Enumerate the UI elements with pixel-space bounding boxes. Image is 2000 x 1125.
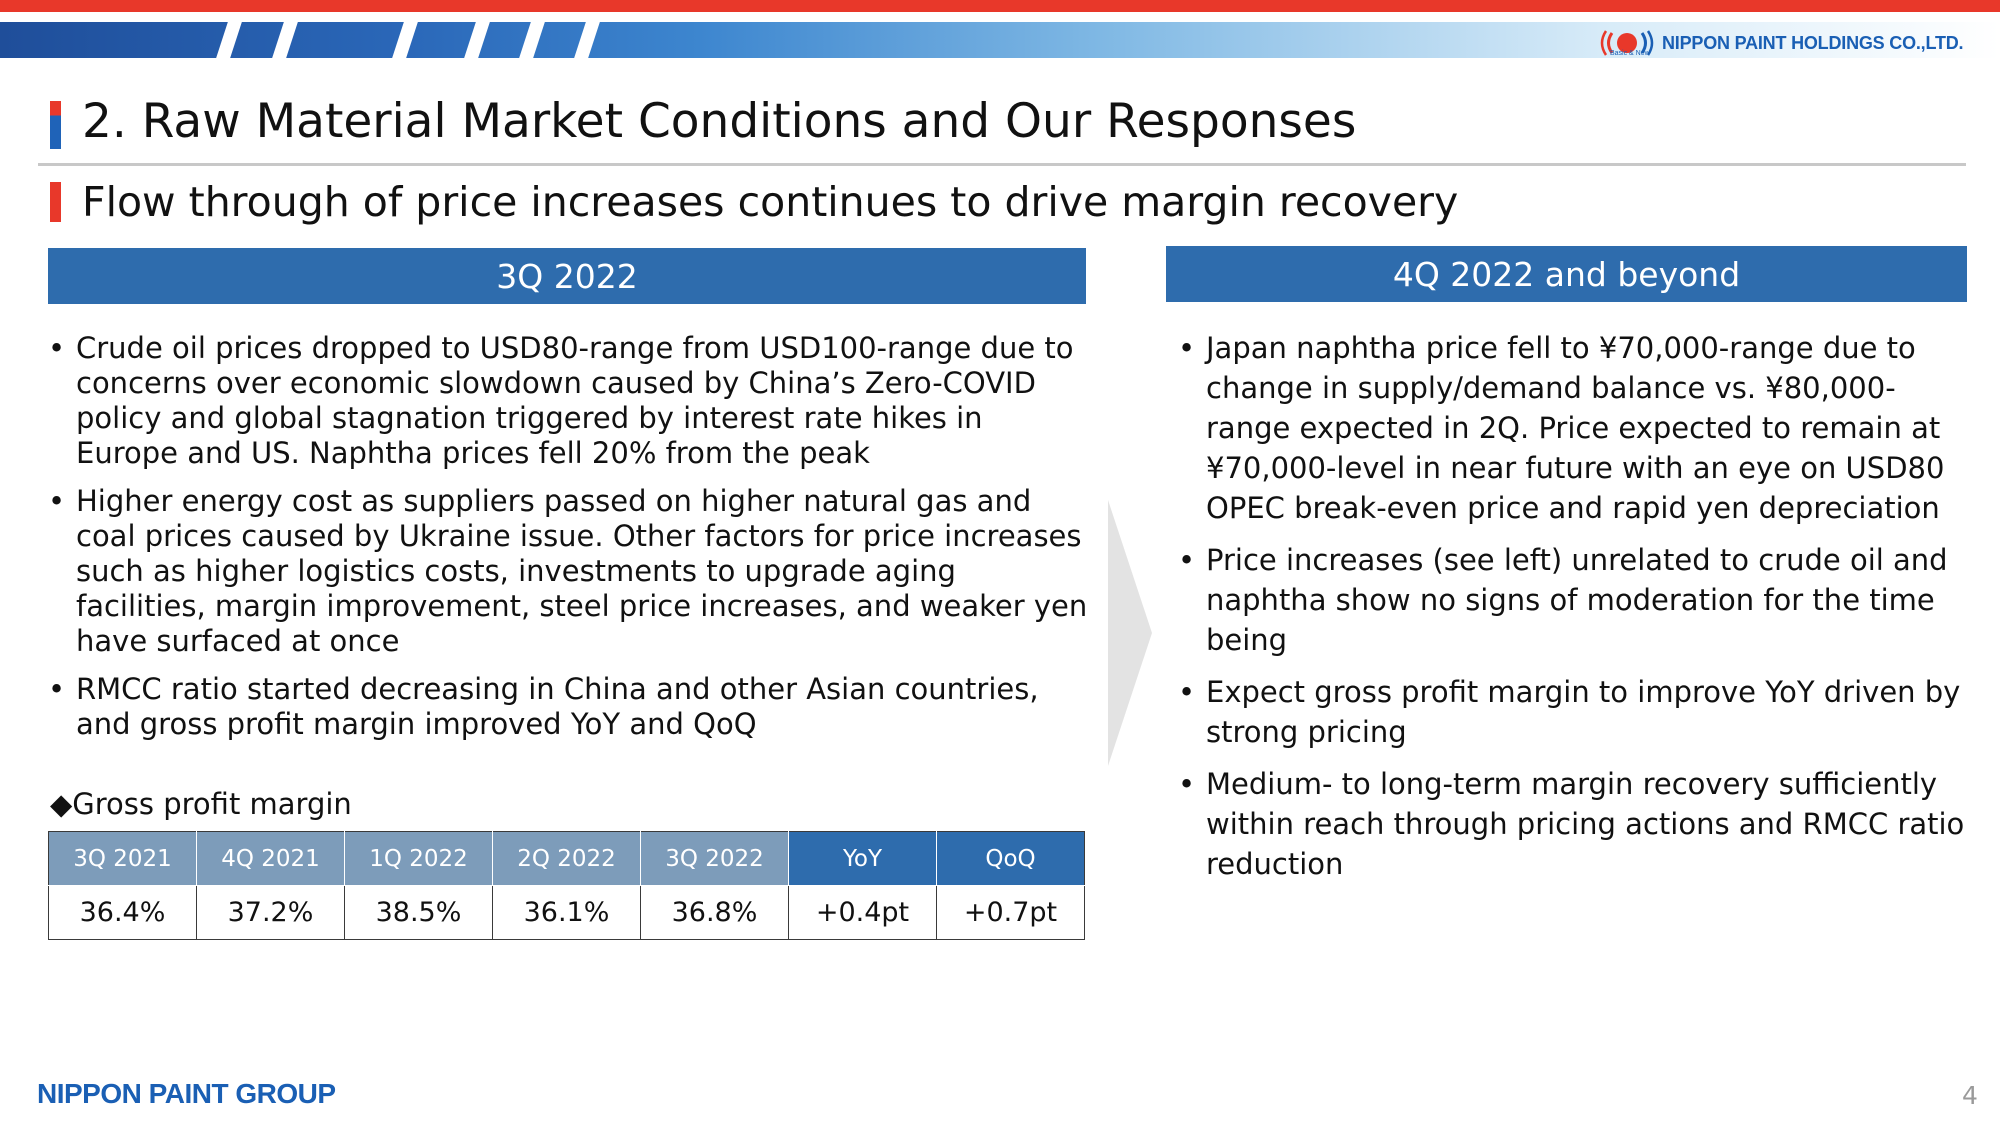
- header-white-gap: [0, 12, 2000, 22]
- left-bullet-list: • Crude oil prices dropped to USD80-range…: [48, 331, 1088, 755]
- header-blue-gradient: [0, 22, 2000, 58]
- bullet-dot: •: [1178, 675, 1196, 709]
- bullet-dot: •: [48, 672, 66, 706]
- table-cell: 38.5%: [344, 885, 493, 940]
- bullet-text: Higher energy cost as suppliers passed o…: [76, 484, 1088, 658]
- company-logo: NIPPON PAINT HOLDINGS CO.,LTD.: [1598, 25, 1964, 61]
- bullet-dot: •: [1178, 767, 1196, 801]
- right-panel-heading: 4Q 2022 and beyond: [1166, 246, 1967, 302]
- table-cell: 36.4%: [48, 885, 197, 940]
- table-header-cell: 3Q 2022: [640, 831, 789, 886]
- table-header-row: 3Q 2021 4Q 2021 1Q 2022 2Q 2022 3Q 2022 …: [48, 831, 1085, 886]
- company-logo-text: NIPPON PAINT HOLDINGS CO.,LTD.: [1662, 32, 1964, 53]
- bullet-text: Expect gross profit margin to improve Yo…: [1206, 675, 1961, 749]
- bullet-text: Japan naphtha price fell to ¥70,000-rang…: [1206, 331, 1945, 525]
- gross-profit-margin-table: 3Q 2021 4Q 2021 1Q 2022 2Q 2022 3Q 2022 …: [48, 831, 1085, 940]
- table-header-cell: 4Q 2021: [196, 831, 345, 886]
- company-logo-icon: [1600, 30, 1654, 56]
- bullet-text: RMCC ratio started decreasing in China a…: [76, 672, 1039, 741]
- table-header-cell: QoQ: [936, 831, 1085, 886]
- table-header-cell: 3Q 2021: [48, 831, 197, 886]
- table-cell: +0.4pt: [788, 885, 937, 940]
- table-cell: 36.1%: [492, 885, 641, 940]
- company-logo-tagline: Basic & New: [1610, 50, 1650, 57]
- list-item: • Expect gross profit margin to improve Y…: [1178, 672, 1968, 752]
- page-subtitle: Flow through of price increases continue…: [82, 178, 1459, 226]
- subtitle-accent-bar: [50, 182, 61, 222]
- list-item: • Japan naphtha price fell to ¥70,000-ran…: [1178, 328, 1968, 528]
- table-header-cell: 1Q 2022: [344, 831, 493, 886]
- list-item: • Crude oil prices dropped to USD80-range…: [48, 331, 1088, 471]
- table-header-cell: YoY: [788, 831, 937, 886]
- table-row: 36.4% 37.2% 38.5% 36.1% 36.8% +0.4pt +0.…: [48, 885, 1085, 940]
- bullet-dot: •: [1178, 331, 1196, 365]
- list-item: • RMCC ratio started decreasing in China …: [48, 672, 1088, 742]
- bullet-text: Crude oil prices dropped to USD80-range …: [76, 331, 1074, 470]
- title-accent-bar: [50, 101, 61, 149]
- bullet-dot: •: [48, 484, 66, 518]
- list-item: • Medium- to long-term margin recovery su…: [1178, 764, 1968, 884]
- table-header-cell: 2Q 2022: [492, 831, 641, 886]
- list-item: • Higher energy cost as suppliers passed …: [48, 484, 1088, 659]
- bullet-text: Medium- to long-term margin recovery suf…: [1206, 767, 1965, 881]
- title-divider: [38, 163, 1966, 166]
- chevron-right-icon: [1108, 500, 1152, 766]
- bullet-text: Price increases (see left) unrelated to …: [1206, 543, 1948, 657]
- bullet-dot: •: [1178, 543, 1196, 577]
- table-cell: 36.8%: [640, 885, 789, 940]
- page-number: 4: [1962, 1081, 1978, 1110]
- group-logo: NIPPON PAINT GROUP: [37, 1078, 336, 1109]
- bullet-dot: •: [48, 331, 66, 365]
- gross-profit-margin-label: ◆Gross profit margin: [50, 787, 352, 821]
- list-item: • Price increases (see left) unrelated to…: [1178, 540, 1968, 660]
- right-bullet-list: • Japan naphtha price fell to ¥70,000-ran…: [1178, 328, 1968, 896]
- table-cell: +0.7pt: [936, 885, 1085, 940]
- header-red-band: [0, 0, 2000, 12]
- page-title: 2. Raw Material Market Conditions and Ou…: [82, 94, 1357, 149]
- table-cell: 37.2%: [196, 885, 345, 940]
- left-panel-heading: 3Q 2022: [48, 248, 1086, 304]
